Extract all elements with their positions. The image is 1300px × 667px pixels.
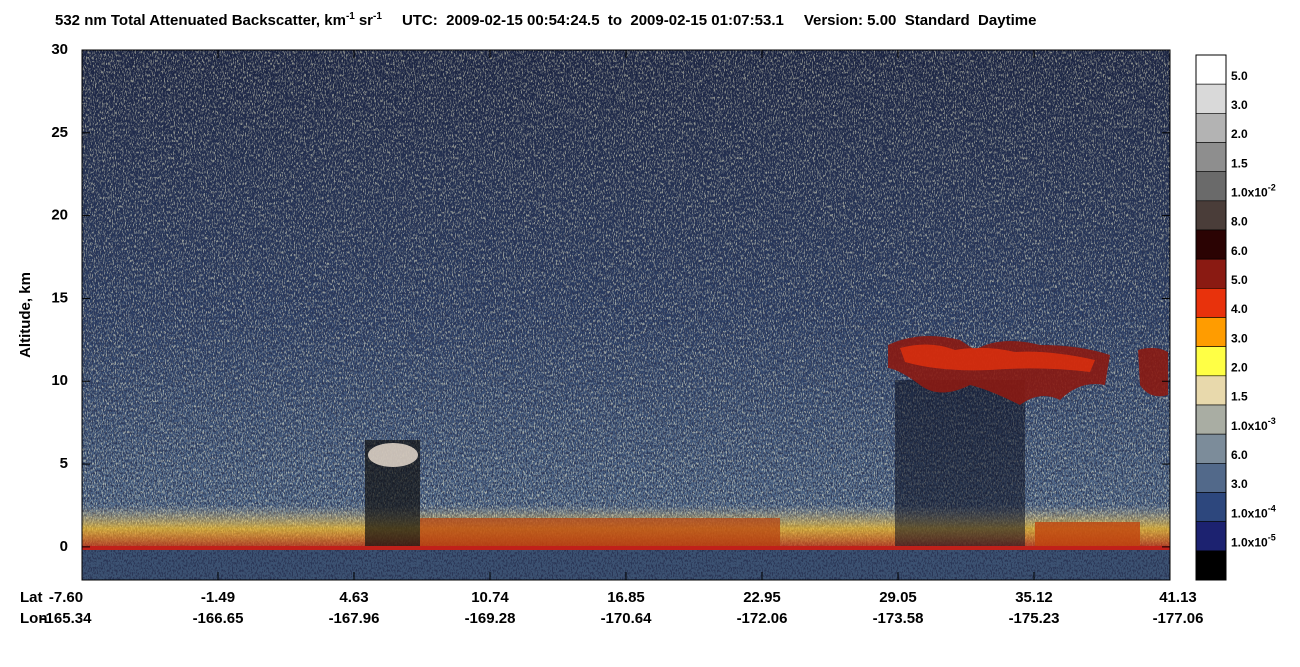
colorbar-label: 6.0	[1231, 244, 1248, 258]
x-tick-label-lat: 16.85	[607, 589, 645, 606]
colorbar-swatch	[1195, 288, 1227, 318]
backscatter-image	[82, 50, 1170, 580]
x-tick-label-lon: -177.06	[1153, 610, 1204, 627]
colorbar-label: 5.0	[1231, 273, 1248, 287]
y-tick-label: 5	[60, 455, 68, 472]
colorbar-label: 3.0	[1231, 332, 1248, 346]
x-tick-label-lat: 35.12	[1015, 589, 1053, 606]
colorbar-label-exponent: -5	[1268, 533, 1276, 543]
colorbar-label-text: 3.0	[1231, 477, 1248, 491]
colorbar-swatch	[1195, 200, 1227, 231]
colorbar-swatch	[1195, 171, 1227, 202]
colorbar-label-exponent: -4	[1268, 504, 1276, 514]
x-tick-label-lat: 41.13	[1159, 589, 1197, 606]
colorbar-label: 1.5	[1231, 157, 1248, 171]
colorbar-label-text: 3.0	[1231, 98, 1248, 112]
colorbar-label-text: 1.0x10	[1231, 419, 1268, 433]
colorbar-label: 1.0x10-4	[1231, 504, 1276, 521]
colorbar-label: 6.0	[1231, 448, 1248, 462]
x-row-label: Lon	[20, 610, 48, 627]
colorbar-swatch	[1195, 54, 1227, 85]
x-tick-label-lat: -1.49	[201, 589, 235, 606]
title-superscript: -1	[346, 11, 355, 22]
y-tick-label: 0	[60, 538, 68, 555]
x-tick-label-lon: -175.23	[1009, 610, 1060, 627]
colorbar-label: 4.0	[1231, 302, 1248, 316]
x-tick-label-lat: 29.05	[879, 589, 917, 606]
colorbar-swatch	[1195, 113, 1227, 143]
colorbar-label-text: 2.0	[1231, 127, 1248, 141]
colorbar-label-text: 5.0	[1231, 273, 1248, 287]
colorbar-label: 1.0x10-2	[1231, 183, 1276, 200]
x-tick-label-lat: -7.60	[49, 589, 83, 606]
colorbar-swatch	[1195, 142, 1227, 172]
y-tick-label: 25	[51, 124, 68, 141]
colorbar-label-exponent: -2	[1268, 183, 1276, 193]
x-tick-label-lat: 10.74	[471, 589, 509, 606]
colorbar-label: 2.0	[1231, 361, 1248, 375]
x-tick-label-lon: -172.06	[737, 610, 788, 627]
colorbar-label: 1.0x10-3	[1231, 416, 1276, 433]
colorbar-label-text: 1.0x10	[1231, 536, 1268, 550]
colorbar-swatch	[1195, 375, 1227, 406]
x-tick-label-lon: -167.96	[329, 610, 380, 627]
y-tick-label: 30	[51, 41, 68, 58]
colorbar-label: 1.0x10-5	[1231, 533, 1276, 550]
colorbar-label: 5.0	[1231, 69, 1248, 83]
colorbar-label-text: 8.0	[1231, 215, 1248, 229]
x-tick-label-lon: -169.28	[465, 610, 516, 627]
y-axis-label: Altitude, km	[17, 272, 34, 358]
x-tick-label-lon: -165.34	[41, 610, 93, 627]
colorbar-swatch	[1195, 404, 1227, 435]
colorbar-label: 2.0	[1231, 127, 1248, 141]
y-tick-label: 15	[51, 289, 68, 306]
colorbar-swatch	[1195, 317, 1227, 347]
colorbar-label-text: 2.0	[1231, 361, 1248, 375]
colorbar-label-text: 6.0	[1231, 244, 1248, 258]
colorbar-swatch	[1195, 463, 1227, 493]
colorbar-swatch	[1195, 258, 1227, 289]
title-text: 532 nm Total Attenuated Backscatter, km	[55, 12, 346, 29]
colorbar-label-text: 1.0x10	[1231, 507, 1268, 521]
chart-title: 532 nm Total Attenuated Backscatter, km-…	[55, 11, 1036, 29]
x-tick-label-lon: -173.58	[873, 610, 924, 627]
colorbar-swatch	[1195, 550, 1227, 581]
y-tick-label: 20	[51, 207, 68, 224]
colorbar-label-text: 4.0	[1231, 302, 1248, 316]
title-version: Version: 5.00 Standard Daytime	[804, 12, 1037, 29]
colorbar-swatch	[1195, 346, 1227, 377]
x-row-label: Lat	[20, 589, 43, 606]
colorbar-swatch	[1195, 492, 1227, 522]
title-unit: sr	[359, 12, 373, 29]
x-tick-label-lon: -170.64	[601, 610, 653, 627]
colorbar-label-text: 3.0	[1231, 332, 1248, 346]
colorbar-label-text: 1.5	[1231, 157, 1248, 171]
colorbar-label: 3.0	[1231, 477, 1248, 491]
colorbar-label: 1.5	[1231, 390, 1248, 404]
title-utc: UTC: 2009-02-15 00:54:24.5 to 2009-02-15…	[402, 12, 784, 29]
colorbar-swatch	[1195, 521, 1227, 552]
colorbar-label: 8.0	[1231, 215, 1248, 229]
colorbar-label-text: 6.0	[1231, 448, 1248, 462]
y-tick-label: 10	[51, 372, 68, 389]
x-tick-label-lon: -166.65	[193, 610, 244, 627]
colorbar-swatch	[1195, 229, 1227, 260]
colorbar-label-exponent: -3	[1268, 416, 1276, 426]
colorbar-swatch	[1195, 83, 1227, 114]
colorbar-swatch	[1195, 433, 1227, 464]
colorbar-label-text: 1.0x10	[1231, 186, 1268, 200]
colorbar-label-text: 1.5	[1231, 390, 1248, 404]
colorbar-label: 3.0	[1231, 98, 1248, 112]
title-superscript: -1	[373, 11, 382, 22]
colorbar-label-text: 5.0	[1231, 69, 1248, 83]
x-tick-label-lat: 22.95	[743, 589, 781, 606]
colorbar-frame	[1195, 54, 1227, 581]
x-tick-label-lat: 4.63	[339, 589, 368, 606]
